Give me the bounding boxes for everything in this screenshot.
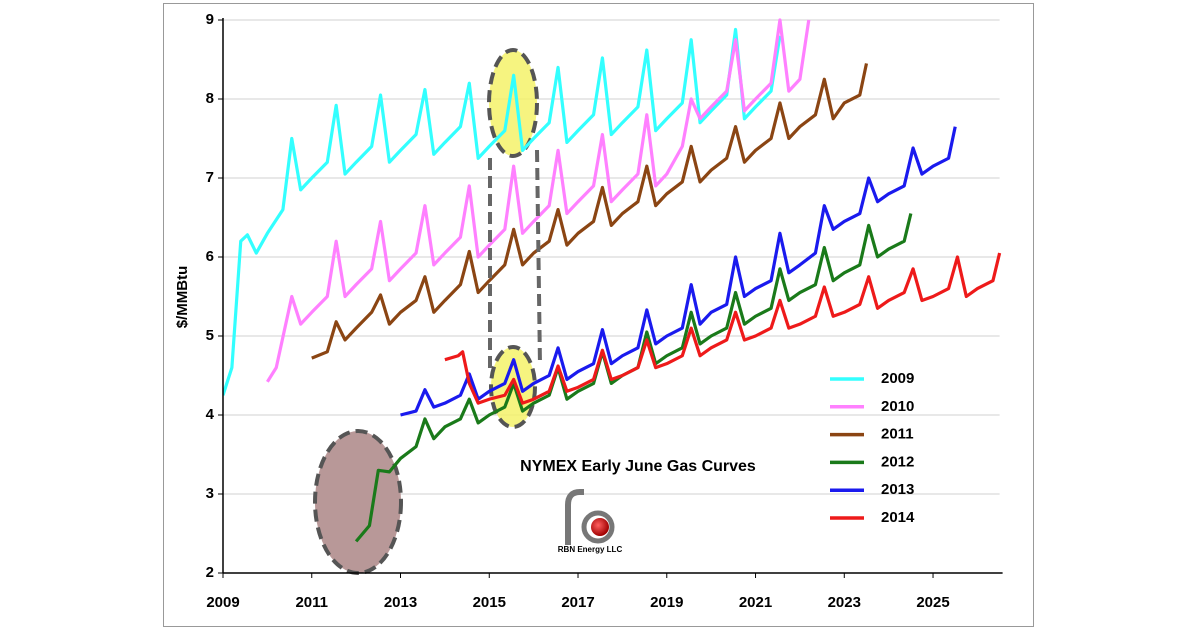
legend-label: 2014 xyxy=(881,509,915,526)
y-tick-label: 4 xyxy=(206,406,215,423)
series-line xyxy=(223,27,782,396)
legend-label: 2009 xyxy=(881,370,914,387)
highlight-top xyxy=(487,48,539,158)
legend-label: 2011 xyxy=(881,426,914,443)
y-tick-label: 2 xyxy=(206,564,214,581)
legend-label: 2010 xyxy=(881,398,914,415)
x-tick-label: 2009 xyxy=(206,594,239,611)
chart-title: NYMEX Early June Gas Curves xyxy=(520,458,756,475)
legend-label: 2012 xyxy=(881,453,914,470)
legend: 2009 2010 2011 2012 2013 2014 xyxy=(830,370,915,526)
x-tick-label: 2011 xyxy=(295,594,328,611)
series-line xyxy=(444,252,1002,405)
x-tick-label: 2013 xyxy=(384,594,417,611)
axes: 2 3 4 5 6 7 8 9 2009 2011 2013 2015 2017 2019 2021 2023… xyxy=(206,11,1003,611)
x-tick-label: 2023 xyxy=(828,594,861,611)
y-tick-label: 8 xyxy=(206,90,214,107)
x-tick-label: 2017 xyxy=(561,594,594,611)
y-tick-label: 3 xyxy=(206,485,214,502)
x-tick-label: 2019 xyxy=(650,594,683,611)
series-line xyxy=(311,63,869,360)
x-tick-label: 2015 xyxy=(473,594,506,611)
legend-label: 2013 xyxy=(881,481,914,498)
plot-lines xyxy=(223,18,1002,543)
logo-text: RBN Energy LLC xyxy=(558,545,623,554)
x-tick-label: 2025 xyxy=(916,594,949,611)
highlight-2012 xyxy=(313,429,403,575)
y-tick-label: 7 xyxy=(206,169,214,186)
y-axis-label: $/MMBtu xyxy=(174,266,191,329)
series-line xyxy=(400,126,957,417)
logo: RBN Energy LLC xyxy=(558,489,623,554)
y-tick-label: 6 xyxy=(206,248,214,265)
series-line xyxy=(266,18,811,383)
x-tick-label: 2021 xyxy=(739,594,772,611)
y-tick-label: 5 xyxy=(206,327,214,344)
y-tick-label: 9 xyxy=(206,11,214,28)
connector xyxy=(535,149,542,367)
